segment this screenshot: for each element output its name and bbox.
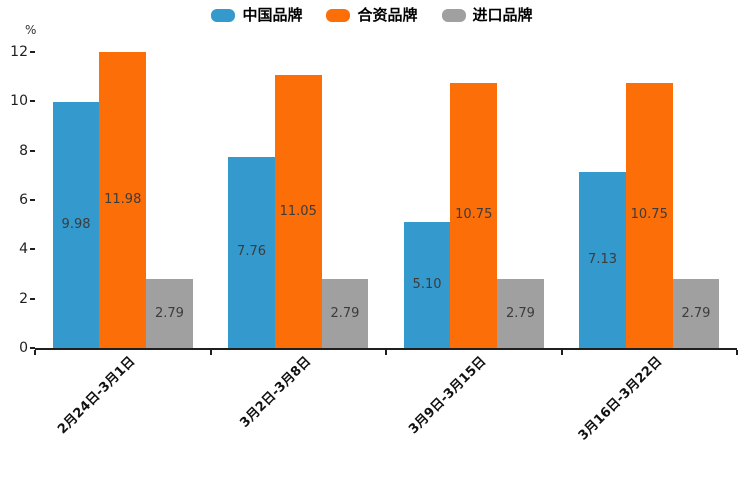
x-tick-mark xyxy=(209,350,212,355)
bar-value-label: 7.76 xyxy=(237,244,266,260)
x-category-label: 2月24日-3月1日 xyxy=(55,354,139,438)
bar-value-label: 10.75 xyxy=(630,207,668,223)
bar-进口品牌-3月2日-3月8日[interactable]: 2.79 xyxy=(321,279,369,348)
bar-value-label: 2.79 xyxy=(505,305,535,321)
y-tick-label: 10 xyxy=(10,93,28,110)
y-tick-mark xyxy=(30,297,35,300)
legend-item-import-brand[interactable]: 进口品牌 xyxy=(441,6,533,24)
bar-进口品牌-2月24日-3月1日[interactable]: 2.79 xyxy=(146,279,193,348)
bar-value-label: 11.05 xyxy=(279,203,317,219)
legend-swatch-import-brand xyxy=(441,9,466,22)
bar-value-label: 11.98 xyxy=(104,192,142,208)
bar-进口品牌-3月9日-3月15日[interactable]: 2.79 xyxy=(497,279,544,348)
bar-value-label: 10.75 xyxy=(455,207,493,223)
x-category-label: 3月2日-3月8日 xyxy=(237,354,314,431)
y-tick-label: 12 xyxy=(10,44,28,60)
chart-legend: 中国品牌 合资品牌 进口品牌 xyxy=(0,7,744,24)
bar-进口品牌-3月16日-3月22日[interactable]: 2.79 xyxy=(672,279,720,348)
y-tick-label: 8 xyxy=(19,142,28,159)
x-category-label: 3月16日-3月22日 xyxy=(575,354,665,444)
bar-合资品牌-3月16日-3月22日[interactable]: 10.75 xyxy=(625,82,673,348)
x-category-label: 3月9日-3月15日 xyxy=(406,354,490,438)
y-tick-mark xyxy=(30,149,35,152)
y-tick-mark xyxy=(30,51,35,53)
y-tick-label: 4 xyxy=(19,241,28,258)
x-axis-line xyxy=(35,348,737,350)
bar-中国品牌-3月2日-3月8日[interactable]: 7.76 xyxy=(228,156,275,348)
x-tick-mark xyxy=(385,350,387,355)
legend-label-china-brand: 中国品牌 xyxy=(242,6,303,24)
y-tick-label: 6 xyxy=(19,192,28,208)
bar-value-label: 9.98 xyxy=(61,216,91,232)
x-tick-mark xyxy=(560,350,563,355)
y-tick-mark xyxy=(30,100,35,103)
y-tick-mark xyxy=(30,347,35,349)
bar-合资品牌-3月9日-3月15日[interactable]: 10.75 xyxy=(450,82,498,348)
legend-item-joint-venture-brand[interactable]: 合资品牌 xyxy=(326,6,418,24)
y-tick-label: 0 xyxy=(19,340,28,356)
x-tick-mark xyxy=(34,350,36,355)
bar-value-label: 5.10 xyxy=(412,277,442,293)
bar-value-label: 7.13 xyxy=(588,252,617,268)
legend-label-joint-venture-brand: 合资品牌 xyxy=(357,6,418,24)
x-tick-mark xyxy=(736,350,738,355)
bar-中国品牌-3月16日-3月22日[interactable]: 7.13 xyxy=(579,172,626,348)
bar-value-label: 2.79 xyxy=(330,305,360,321)
bar-合资品牌-3月2日-3月8日[interactable]: 11.05 xyxy=(274,75,322,348)
bar-中国品牌-2月24日-3月1日[interactable]: 9.98 xyxy=(52,101,100,348)
bar-合资品牌-2月24日-3月1日[interactable]: 11.98 xyxy=(99,52,147,348)
y-axis-unit-label: % xyxy=(25,23,37,37)
bar-中国品牌-3月9日-3月15日[interactable]: 5.10 xyxy=(403,222,451,348)
y-tick-label: 2 xyxy=(19,290,28,307)
legend-item-china-brand[interactable]: 中国品牌 xyxy=(211,7,302,24)
y-tick-mark xyxy=(30,248,35,251)
legend-label-import-brand: 进口品牌 xyxy=(472,6,533,24)
legend-swatch-china-brand xyxy=(211,9,236,22)
bar-value-label: 2.79 xyxy=(681,305,711,321)
bar-value-label: 2.79 xyxy=(154,305,184,321)
y-tick-mark xyxy=(30,199,35,201)
legend-swatch-joint-venture-brand xyxy=(326,9,351,22)
